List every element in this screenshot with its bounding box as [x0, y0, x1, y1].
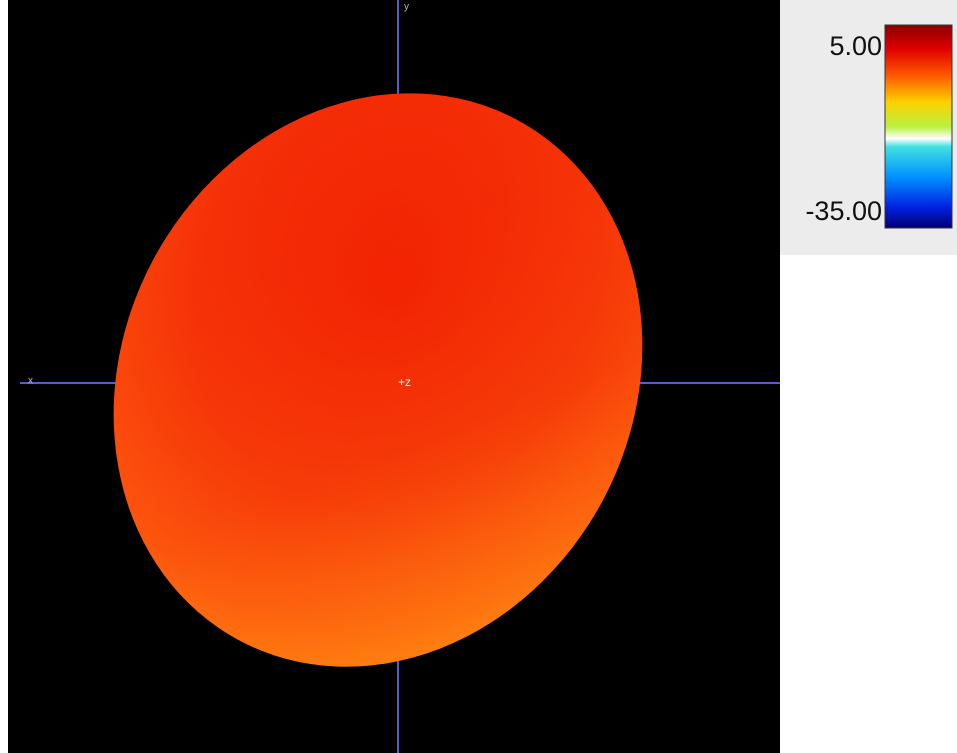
colorbar-max-label: 5.00	[829, 31, 882, 61]
pattern-rim	[113, 93, 643, 667]
axis-label-z: +z	[398, 375, 411, 389]
left-border	[0, 0, 8, 753]
colorbar	[884, 24, 953, 229]
colorbar-min-label: -35.00	[805, 196, 882, 226]
axis-label-x: x	[28, 376, 33, 387]
radiation-pattern	[113, 93, 643, 667]
axis-label-y: y	[404, 2, 409, 13]
